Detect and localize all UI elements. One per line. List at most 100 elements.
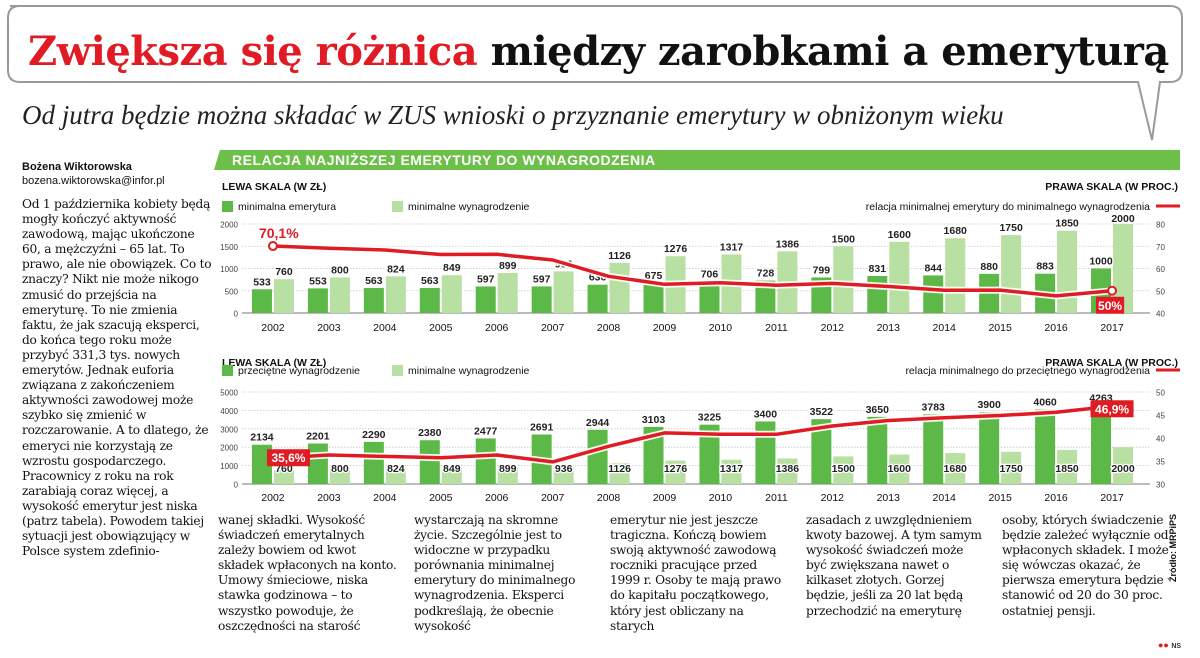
- chart1-y2-tick: 80: [1156, 221, 1165, 230]
- bottom-column-2: wystarczają na skromne życie. Szczególni…: [414, 513, 576, 633]
- chart1-data-label: 1126: [608, 250, 631, 262]
- chart1-bar-minimalna-emerytura: [307, 288, 328, 313]
- chart1-x-tick: 2012: [821, 322, 845, 334]
- chart2-data-label: 849: [443, 463, 461, 475]
- chart2-x-tick: 2006: [485, 492, 509, 504]
- chart1-data-label: 1500: [832, 233, 856, 245]
- chart1-x-tick: 2008: [597, 322, 621, 334]
- chart2-y-tick: 1000: [220, 462, 238, 471]
- chart2-data-label: 1680: [944, 463, 968, 475]
- chart1-bar-minimalne-wynagrodzenie: [497, 272, 518, 313]
- chart1-data-label: 563: [365, 275, 383, 287]
- chart2-right-axis-title: PRAWA SKALA (W PROC.): [1045, 357, 1178, 369]
- headline-red: Zwiększa się różnica: [28, 28, 478, 75]
- chart2-ratio-line: [272, 404, 1113, 464]
- chart2-x-tick: 2003: [317, 492, 341, 504]
- chart2-x-tick: 2015: [988, 492, 1012, 504]
- left-column-text: Od 1 października kobiety będą mogły koń…: [22, 197, 212, 559]
- chart2-bar-przeciętne-wynagrodzenie: [699, 424, 720, 484]
- chart1-data-label: 1680: [944, 225, 968, 237]
- chart1-data-label: 1850: [1055, 218, 1079, 230]
- chart1-data-label: 899: [499, 260, 517, 272]
- author-name: Bożena Wiktorowska: [22, 161, 132, 173]
- chart2-x-tick: 2002: [261, 492, 285, 504]
- chart1-x-tick: 2002: [261, 322, 285, 334]
- chart2-data-label: 3650: [866, 404, 890, 416]
- chart2-data-label: 1386: [776, 463, 800, 475]
- chart2-y2-tick: 50: [1156, 389, 1165, 398]
- chart1-data-label: 849: [443, 262, 461, 274]
- chart1-legend-swatch-2: [392, 201, 403, 212]
- chart1-ratio-point: [267, 241, 278, 252]
- chart1-data-label: 563: [421, 275, 439, 287]
- chart2-data-label: 2477: [474, 425, 498, 437]
- chart2-data-label: 1500: [832, 463, 856, 475]
- chart2-data-label: 899: [499, 463, 517, 475]
- chart1-bar-minimalne-wynagrodzenie: [1057, 230, 1078, 313]
- chart2-ratio-label-box: [1090, 400, 1134, 418]
- chart1-data-label: 597: [477, 273, 495, 285]
- chart2-bar-minimalne-wynagrodzenie: [889, 454, 910, 484]
- chart2-x-tick: 2011: [765, 492, 788, 504]
- chart2-data-label: 3225: [698, 412, 722, 424]
- chart2-bar-minimalne-wynagrodzenie: [945, 453, 966, 484]
- chart2-x-tick: 2008: [597, 492, 621, 504]
- chart1-data-label: 1276: [664, 243, 688, 255]
- chart1-bar-minimalna-emerytura: [867, 276, 888, 313]
- chart1-bar-minimalna-emerytura: [251, 289, 272, 313]
- article-left-column: Od 1 października kobiety będą mogły koń…: [22, 197, 212, 559]
- author-email: bozena.wiktorowska@infor.pl: [22, 175, 165, 187]
- chart1-data-label: 824: [387, 263, 405, 275]
- chart1-y2-tick: 50: [1156, 287, 1165, 296]
- chart2-data-label: 3400: [754, 408, 778, 420]
- chart2-bar-przeciętne-wynagrodzenie: [307, 443, 328, 484]
- chart1-data-label: 1386: [776, 238, 800, 250]
- chart2-data-label: 1126: [608, 463, 631, 475]
- chart1-bar-minimalne-wynagrodzenie: [945, 238, 966, 313]
- chart1-bar-minimalne-wynagrodzenie: [329, 277, 350, 313]
- chart2-x-tick: 2007: [541, 492, 565, 504]
- chart1-bar-minimalne-wynagrodzenie: [385, 276, 406, 313]
- chart1-bar-minimalne-wynagrodzenie: [441, 275, 462, 313]
- chart2-x-tick: 2010: [709, 492, 733, 504]
- chart2-left-axis-title: LEWA SKALA (W ZŁ): [222, 357, 326, 369]
- chart2-ratio-label: 35,6%: [271, 451, 305, 465]
- chart2-x-tick: 2016: [1044, 492, 1068, 504]
- chart2-x-tick: 2017: [1100, 492, 1124, 504]
- chart1-bar-minimalna-emerytura: [531, 286, 552, 313]
- chart2-bar-minimalne-wynagrodzenie: [441, 468, 462, 484]
- article-bottom-columns: wanej składki. Wysokość świadczeń emeryt…: [218, 513, 1188, 648]
- chart2-x-tick: 2005: [429, 492, 453, 504]
- chart1-data-label: 760: [275, 266, 293, 278]
- chart2-data-label: 2134: [250, 432, 274, 444]
- chart2-legend-swatch-2: [392, 365, 403, 376]
- chart2-data-label: 3783: [922, 401, 946, 413]
- bottom-column-3: emerytur nie jest jeszcze tragiczna. Koń…: [610, 513, 781, 633]
- chart2-x-tick: 2014: [933, 492, 957, 504]
- bottom-column-5: osoby, których świadczenie będzie zależe…: [1002, 513, 1169, 618]
- bottom-column-1: wanej składki. Wysokość świadczeń emeryt…: [218, 513, 397, 633]
- chart2-data-label: 1276: [664, 463, 688, 475]
- chart1-x-tick: 2006: [485, 322, 509, 334]
- chart2-bar-minimalne-wynagrodzenie: [329, 469, 350, 484]
- chart1-x-tick: 2010: [709, 322, 733, 334]
- chart1-x-tick: 2003: [317, 322, 341, 334]
- chart2-ratio-label-box: [266, 449, 310, 467]
- chart2-x-tick: 2013: [877, 492, 901, 504]
- chart1-data-label: 706: [701, 269, 719, 281]
- chart1-data-label: 800: [331, 264, 349, 276]
- chart1-ratio-line: [272, 244, 1113, 298]
- chart2-y2-tick: 40: [1156, 435, 1165, 444]
- chart1-bar-minimalne-wynagrodzenie: [609, 262, 630, 313]
- chart1-x-tick: 2014: [933, 322, 957, 334]
- chart1-bar-minimalna-emerytura: [363, 287, 384, 313]
- chart2-data-label: 2000: [1111, 463, 1135, 475]
- chart1-data-label: 2000: [1111, 213, 1135, 225]
- chart2-data-label: 3103: [642, 414, 666, 426]
- chart1-y2-tick: 40: [1156, 310, 1165, 319]
- chart1-ratio-point: [1107, 285, 1118, 296]
- chart1-bar-minimalna-emerytura: [755, 280, 776, 313]
- chart1-bar-minimalne-wynagrodzenie: [833, 246, 854, 313]
- chart1-data-label: 1317: [720, 241, 744, 253]
- chart2-data-label: 1600: [888, 463, 912, 475]
